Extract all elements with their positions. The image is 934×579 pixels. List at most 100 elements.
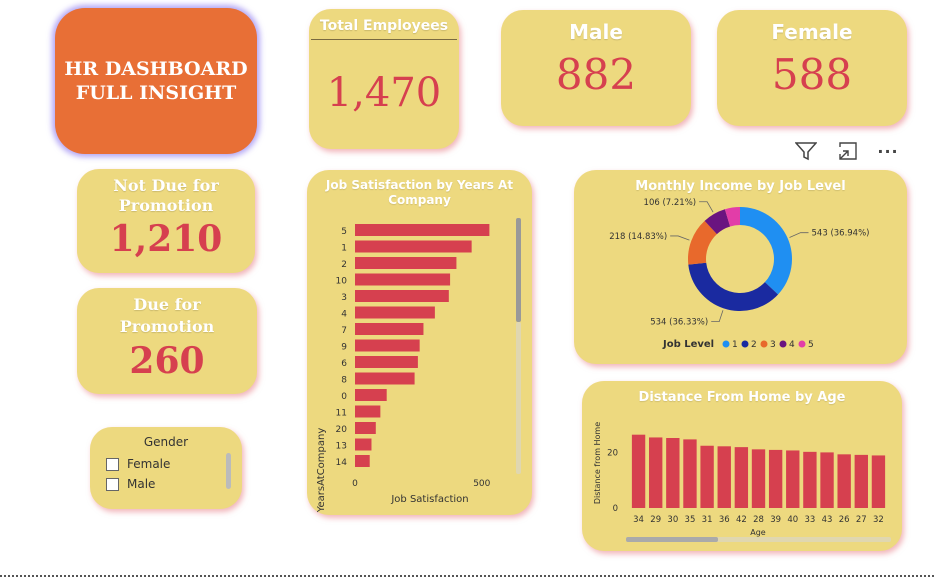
legend-label: 1 bbox=[732, 340, 738, 350]
divider bbox=[311, 39, 457, 40]
bar bbox=[837, 454, 851, 508]
checkbox[interactable] bbox=[106, 457, 119, 471]
male-card[interactable]: Male 882 bbox=[501, 10, 691, 126]
male-label: Male bbox=[569, 20, 623, 44]
filter-icon[interactable] bbox=[792, 137, 820, 165]
bar bbox=[649, 437, 663, 508]
bar bbox=[355, 422, 376, 434]
y-tick-label: 7 bbox=[341, 326, 347, 336]
bar bbox=[768, 449, 783, 508]
legend-label: 5 bbox=[808, 340, 814, 350]
due-promotion-card[interactable]: Due for Promotion 260 bbox=[77, 288, 257, 394]
y-axis-label: YearsAtCompany bbox=[316, 428, 327, 514]
x-tick-label: 42 bbox=[736, 515, 747, 525]
bar bbox=[820, 452, 834, 508]
monthly-income-chart-card[interactable]: Monthly Income by Job Level Job Level 54… bbox=[574, 170, 907, 364]
leader-line bbox=[789, 232, 809, 238]
gender-option-female[interactable]: Female bbox=[106, 457, 226, 471]
y-tick-label: 11 bbox=[336, 409, 347, 419]
chart-scrollbar[interactable] bbox=[516, 218, 521, 322]
total-employees-value: 1,470 bbox=[326, 70, 442, 116]
not-due-promotion-card[interactable]: Not Due for Promotion 1,210 bbox=[77, 169, 255, 273]
slice-data-label: 218 (14.83%) bbox=[609, 232, 667, 242]
x-tick-label: 27 bbox=[856, 515, 867, 525]
chart-scrollbar[interactable] bbox=[626, 537, 718, 542]
bar bbox=[700, 445, 714, 508]
bar bbox=[734, 447, 749, 508]
due-value: 260 bbox=[129, 340, 205, 382]
bar bbox=[871, 455, 886, 508]
slice-data-label: 543 (36.94%) bbox=[812, 229, 870, 239]
bar bbox=[666, 438, 680, 508]
gender-option-male[interactable]: Male bbox=[106, 477, 226, 491]
page-bottom-border bbox=[0, 575, 934, 577]
chart-title: Distance From Home by Age bbox=[638, 390, 846, 405]
due-label-line2: Promotion bbox=[119, 317, 215, 336]
chart-title-line2: Company bbox=[388, 193, 451, 207]
job-satisfaction-chart-card[interactable]: Job Satisfaction by Years At Company Yea… bbox=[307, 170, 532, 515]
dashboard-title-line2: FULL INSIGHT bbox=[75, 82, 237, 104]
y-tick-label: 2 bbox=[341, 260, 347, 270]
female-card[interactable]: Female 588 bbox=[717, 10, 907, 126]
bar bbox=[355, 339, 420, 352]
x-axis-label: Job Satisfaction bbox=[390, 494, 468, 505]
focus-mode-icon[interactable] bbox=[834, 137, 862, 165]
x-axis-label: Age bbox=[750, 528, 766, 537]
y-tick-label: 3 bbox=[341, 293, 347, 303]
bar bbox=[355, 356, 418, 368]
donut-slice bbox=[704, 209, 731, 235]
more-options-icon[interactable]: ··· bbox=[874, 137, 902, 165]
total-employees-label: Total Employees bbox=[319, 18, 449, 34]
legend-label: 2 bbox=[751, 340, 757, 350]
bar bbox=[355, 455, 370, 467]
bar bbox=[355, 372, 415, 385]
gender-slicer[interactable]: Gender Female Male bbox=[90, 427, 242, 509]
gender-option-label: Male bbox=[127, 477, 156, 491]
bar bbox=[355, 273, 451, 286]
dashboard-title-line1: HR DASHBOARD bbox=[64, 58, 248, 80]
y-tick-label: 20 bbox=[607, 449, 618, 459]
distance-from-home-chart-card[interactable]: Distance From Home by Age Distance from … bbox=[582, 381, 902, 551]
monthly-income-donut-chart: Job Level 543 (36.94%) 534 (36.33%) 218 (1… bbox=[609, 198, 870, 350]
not-due-label-line2: Promotion bbox=[118, 196, 214, 215]
y-tick-label: 6 bbox=[341, 359, 347, 369]
x-tick-label: 40 bbox=[787, 515, 798, 525]
x-tick-label: 500 bbox=[473, 479, 490, 489]
legend-marker bbox=[741, 340, 749, 348]
legend-marker bbox=[779, 340, 787, 348]
donut-slice bbox=[688, 262, 779, 311]
chart-title: Monthly Income by Job Level bbox=[635, 179, 846, 194]
x-tick-label: 30 bbox=[667, 515, 678, 525]
y-tick-label: 13 bbox=[336, 442, 347, 452]
y-tick-label: 9 bbox=[341, 343, 347, 353]
y-tick-label: 5 bbox=[341, 227, 347, 237]
x-tick-label: 36 bbox=[719, 515, 730, 525]
legend-marker bbox=[798, 340, 806, 348]
x-tick-label: 26 bbox=[839, 515, 850, 525]
male-value: 882 bbox=[555, 50, 637, 99]
legend-marker bbox=[760, 340, 768, 348]
total-employees-card[interactable]: Total Employees 1,470 bbox=[309, 9, 459, 149]
x-tick-label: 33 bbox=[804, 515, 815, 525]
distance-by-age-bar-chart: Distance from Home Age 34 29 30 35 31 36 42 28 3… bbox=[593, 422, 891, 542]
legend-label: 3 bbox=[770, 340, 776, 350]
donut-slice bbox=[724, 207, 740, 227]
bar bbox=[355, 257, 457, 269]
x-tick-label: 34 bbox=[633, 515, 644, 525]
bar bbox=[355, 405, 381, 418]
gender-option-label: Female bbox=[127, 457, 171, 471]
chart-scrollbar-track[interactable] bbox=[516, 322, 521, 474]
x-tick-label: 0 bbox=[352, 479, 358, 489]
checkbox[interactable] bbox=[106, 477, 119, 491]
bar bbox=[803, 451, 817, 508]
donut-slice bbox=[740, 207, 792, 295]
slicer-scrollbar[interactable] bbox=[226, 453, 231, 489]
x-tick-label: 28 bbox=[753, 515, 764, 525]
job-satisfaction-bar-chart: YearsAtCompany Job Satisfaction 5 1 2 10 3 4 7… bbox=[316, 218, 521, 514]
legend-label: 4 bbox=[789, 340, 795, 350]
due-label-line1: Due for bbox=[133, 295, 201, 314]
more-options-label: ··· bbox=[877, 141, 899, 161]
leader-line bbox=[699, 201, 714, 213]
leader-line bbox=[670, 235, 690, 241]
x-tick-label: 35 bbox=[685, 515, 696, 525]
